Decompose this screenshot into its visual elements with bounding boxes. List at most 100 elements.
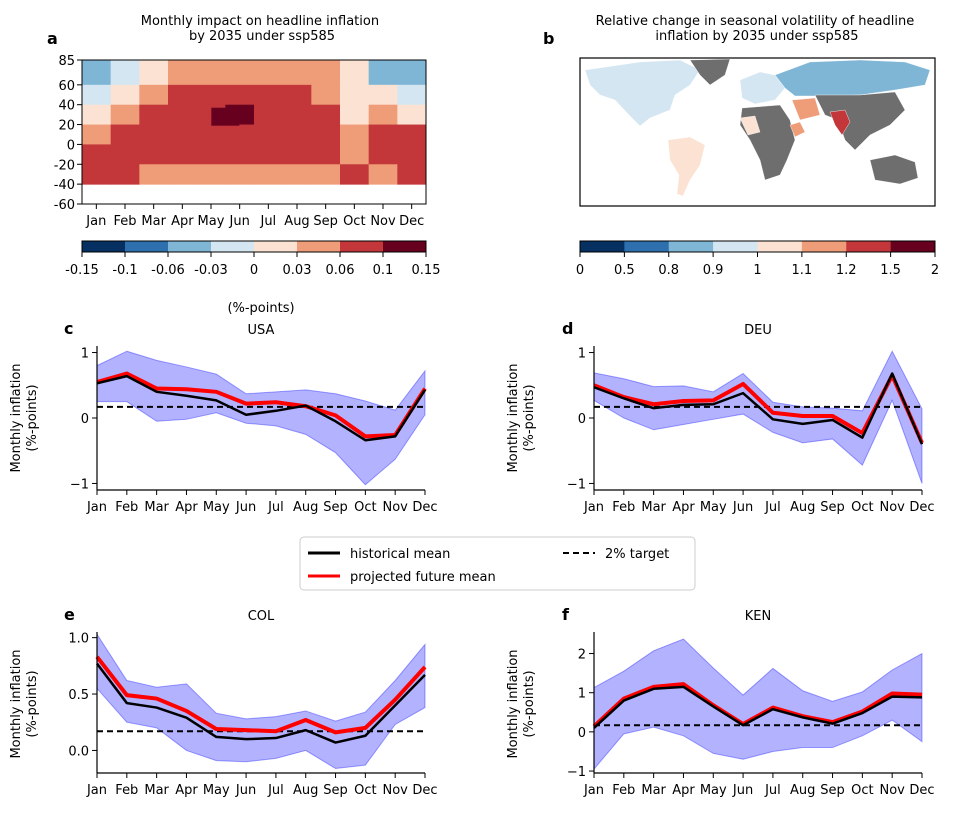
x-tick-label: Jun <box>732 783 753 798</box>
map-region-horn-of-africa <box>789 121 806 138</box>
heatmap-cell <box>311 144 341 165</box>
heatmap-y-tick-label: -40 <box>54 178 75 193</box>
legend: historical mean projected future mean 2%… <box>299 536 696 591</box>
x-tick-label: Jul <box>267 500 284 515</box>
x-tick-label: Jun <box>235 500 256 515</box>
colorbar-tick-label: 0.03 <box>283 263 312 278</box>
colorbar-tick-label: -0.03 <box>194 263 228 278</box>
heatmap-cell <box>254 84 284 106</box>
heatmap-cell <box>82 104 112 126</box>
heatmap-x-tick-label: Sep <box>313 214 338 229</box>
heatmap-y-tick-label: 60 <box>58 79 75 94</box>
colorbar-swatch <box>713 241 758 252</box>
x-tick-label: Apr <box>175 500 198 515</box>
heatmap-cell <box>340 104 370 126</box>
y-tick-label: 0.5 <box>68 688 89 703</box>
colorbar-tick-label: -0.06 <box>151 263 185 278</box>
panel-a-title-line-1: Monthly impact on headline inflation <box>141 14 379 29</box>
colorbar-tick-label: 1.2 <box>836 263 857 278</box>
colorbar-tick-label: 2 <box>931 263 939 278</box>
colorbar-tick-label: 0.9 <box>703 263 724 278</box>
panel-b-title-line-2: inflation by 2035 under ssp585 <box>655 29 858 44</box>
y-tick-label: 1 <box>578 687 586 702</box>
heatmap-cell <box>397 60 427 86</box>
y-tick-label: 1 <box>81 347 89 362</box>
heatmap-cell <box>196 164 226 185</box>
heatmap-cell <box>196 84 226 106</box>
x-tick-label: Jan <box>583 500 604 515</box>
map-region-russia <box>774 59 931 97</box>
heatmap-cell <box>196 60 226 86</box>
uncertainty-band <box>593 638 923 771</box>
x-tick-label: Oct <box>354 783 376 798</box>
heatmap-cell <box>368 124 398 145</box>
heatmap-cell <box>110 104 140 126</box>
y-tick-label: 0 <box>578 412 586 427</box>
heatmap-cell <box>282 164 312 185</box>
heatmap-cell <box>340 60 370 86</box>
panel-f-title: KEN <box>745 609 771 624</box>
heatmap-cell <box>82 144 112 165</box>
heatmap-x-tick-label: Jul <box>259 214 276 229</box>
ylabel-line: Monthly inflation <box>506 649 521 758</box>
heatmap-cell <box>139 164 169 185</box>
heatmap-frame <box>81 59 427 205</box>
heatmap-cell <box>397 84 427 106</box>
heatmap-x-tick-label: Nov <box>370 214 396 229</box>
heatmap-cell <box>110 164 140 185</box>
x-tick-label: Oct <box>851 783 873 798</box>
heatmap-cell <box>397 124 427 145</box>
colorbar-tick-label: 0.15 <box>412 263 441 278</box>
x-tick-label: Jan <box>86 783 107 798</box>
heatmap-cell <box>368 104 398 126</box>
x-tick-label: May <box>203 783 230 798</box>
panel-label-c: c <box>64 319 73 338</box>
x-tick-label: Nov <box>382 500 408 515</box>
heatmap-cell <box>168 164 198 185</box>
heatmap-x-tick-label: Mar <box>141 214 166 229</box>
x-tick-label: Dec <box>909 783 934 798</box>
legend-projected-label: projected future mean <box>350 570 496 585</box>
x-tick-label: May <box>700 783 727 798</box>
panel-f-ylabel: Monthly inflation(%-points) <box>506 649 537 758</box>
projected-mean-line <box>95 655 427 735</box>
heatmap-cell <box>225 84 255 106</box>
panel-a: a Monthly impact on headline inflation b… <box>47 14 440 316</box>
panel-b: b Relative change in seasonal volatility… <box>543 14 939 278</box>
heatmap-cell <box>340 164 370 185</box>
x-tick-label: Jun <box>732 500 753 515</box>
map-region-south-america <box>667 136 706 197</box>
heatmap-x-tick-label: Dec <box>399 214 424 229</box>
heatmap-x-ticks: Jan Feb Mar Apr May Jun Jul Aug Sep Oct Nov Dec <box>85 204 424 229</box>
heatmap-cell <box>196 144 226 165</box>
x-tick-label: Feb <box>612 500 635 515</box>
colorbar-swatch <box>668 241 714 252</box>
x-tick-label: Sep <box>323 783 348 798</box>
colorbar-swatch <box>383 241 427 252</box>
colorbar-tick-label: 1.1 <box>792 263 813 278</box>
heatmap-x-tick-label: Feb <box>113 214 136 229</box>
heatmap-y-ticks: 85 60 40 20 0 -20 -40 -60 <box>54 54 82 213</box>
x-tick-label: Aug <box>790 500 815 515</box>
heatmap-hotspot-cell <box>211 107 240 126</box>
colorbar-tick-label: 0 <box>576 263 584 278</box>
x-tick-label: Dec <box>412 500 437 515</box>
panel-label-d: d <box>562 319 573 338</box>
x-tick-label: Sep <box>820 500 845 515</box>
y-tick-label: −1 <box>567 477 586 492</box>
ylabel-line: (%-points) <box>25 384 40 451</box>
historical-mean-line <box>593 372 924 445</box>
panel-label-f: f <box>562 605 570 624</box>
y-tick-label: 1 <box>578 347 586 362</box>
heatmap-cell <box>368 144 398 165</box>
panel-b-title-line-1: Relative change in seasonal volatility o… <box>596 14 915 29</box>
colorbar-swatch <box>580 241 625 252</box>
x-tick-label: Sep <box>323 500 348 515</box>
heatmap-cell <box>254 60 284 86</box>
x-tick-label: Jan <box>86 500 107 515</box>
heatmap-cell <box>397 144 427 165</box>
heatmap-cell <box>340 144 370 165</box>
x-tick-label: Dec <box>909 500 934 515</box>
heatmap-cell <box>368 84 398 106</box>
panel-c: c USA Monthly inflation(%-points) 1 0 −1 Jan Fe… <box>9 319 438 515</box>
